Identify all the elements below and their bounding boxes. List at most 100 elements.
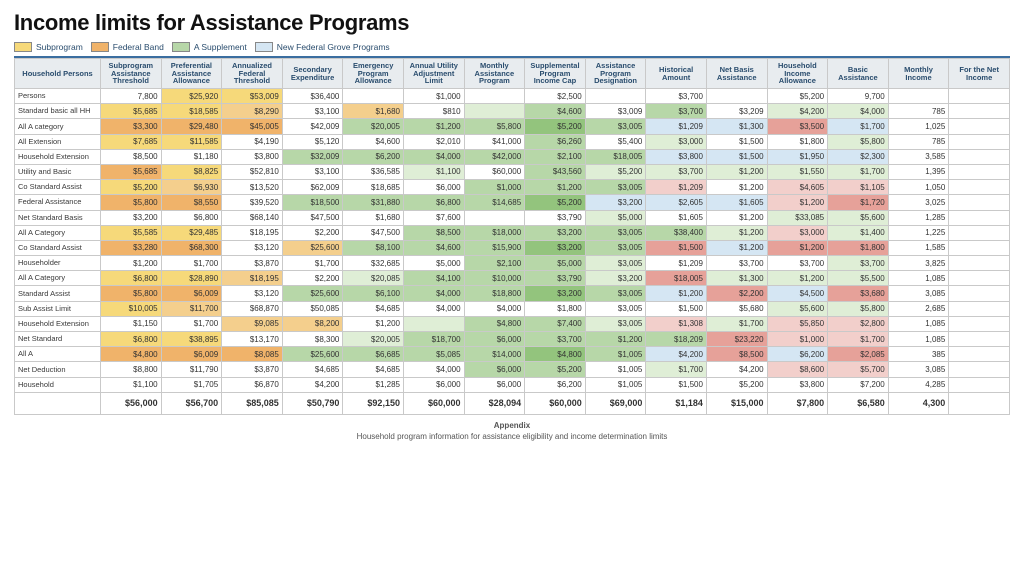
- cell: $6,000: [464, 377, 525, 392]
- cell: $6,009: [161, 347, 222, 362]
- cell: $3,005: [585, 119, 646, 134]
- col-header: Subprogram Assistance Threshold: [101, 59, 162, 89]
- total-cell: $15,000: [706, 392, 767, 414]
- cell: $3,700: [646, 89, 707, 104]
- cell: $1,200: [403, 119, 464, 134]
- cell: [888, 89, 949, 104]
- cell: $28,890: [161, 271, 222, 286]
- cell: $4,200: [646, 347, 707, 362]
- cell: $4,200: [706, 362, 767, 377]
- cell: $3,120: [222, 286, 283, 301]
- legend-swatch: [14, 42, 32, 52]
- row-label: All A: [15, 347, 101, 362]
- cell: $23,220: [706, 332, 767, 347]
- cell: $8,100: [343, 240, 404, 255]
- cell: $1,200: [525, 180, 586, 195]
- row-label: Standard Assist: [15, 286, 101, 301]
- cell: 1,085: [888, 316, 949, 331]
- cell: [464, 210, 525, 225]
- cell: $1,500: [646, 377, 707, 392]
- cell: $3,200: [525, 286, 586, 301]
- cell: $8,500: [706, 347, 767, 362]
- cell: $4,600: [403, 240, 464, 255]
- cell: $1,500: [646, 240, 707, 255]
- col-header: Preferential Assistance Allowance: [161, 59, 222, 89]
- cell: $6,260: [525, 134, 586, 149]
- cell: [949, 119, 1010, 134]
- cell: $1,200: [101, 256, 162, 271]
- table-row: Standard Assist$5,800$6,009$3,120$25,600…: [15, 286, 1010, 301]
- total-cell: $28,094: [464, 392, 525, 414]
- cell: 4,285: [888, 377, 949, 392]
- cell: $5,585: [101, 225, 162, 240]
- cell: $6,800: [101, 332, 162, 347]
- total-cell: $85,085: [222, 392, 283, 414]
- cell: $11,790: [161, 362, 222, 377]
- table-row: All A$4,800$6,009$8,085$25,600$6,685$5,0…: [15, 347, 1010, 362]
- cell: $68,140: [222, 210, 283, 225]
- cell: $3,005: [585, 240, 646, 255]
- row-label: All A category: [15, 119, 101, 134]
- col-header: Assistance Program Designation: [585, 59, 646, 89]
- legend-label: A Supplement: [194, 42, 247, 52]
- cell: $1,700: [161, 256, 222, 271]
- cell: $7,200: [828, 377, 889, 392]
- col-header: Monthly Assistance Program: [464, 59, 525, 89]
- legend-label: New Federal Grove Programs: [277, 42, 390, 52]
- cell: $6,000: [403, 180, 464, 195]
- cell: $18,195: [222, 271, 283, 286]
- cell: $6,930: [161, 180, 222, 195]
- cell: $10,005: [101, 301, 162, 316]
- cell: $18,685: [343, 180, 404, 195]
- cell: $7,685: [101, 134, 162, 149]
- cell: $60,000: [464, 164, 525, 179]
- cell: $5,500: [828, 271, 889, 286]
- cell: $5,800: [464, 119, 525, 134]
- cell: $5,200: [525, 195, 586, 210]
- cell: $1,500: [706, 149, 767, 164]
- cell: $1,005: [585, 347, 646, 362]
- cell: $1,500: [646, 301, 707, 316]
- cell: [949, 332, 1010, 347]
- cell: $47,500: [282, 210, 343, 225]
- cell: 2,685: [888, 301, 949, 316]
- cell: $1,200: [706, 180, 767, 195]
- cell: $1,000: [403, 89, 464, 104]
- cell: $3,120: [222, 240, 283, 255]
- cell: $4,190: [222, 134, 283, 149]
- row-label: Persons: [15, 89, 101, 104]
- table-row: Household$1,100$1,705$6,870$4,200$1,285$…: [15, 377, 1010, 392]
- cell: $4,000: [828, 104, 889, 119]
- cell: $25,600: [282, 347, 343, 362]
- cell: [403, 316, 464, 331]
- cell: $3,005: [585, 225, 646, 240]
- cell: $14,685: [464, 195, 525, 210]
- cell: $3,005: [585, 286, 646, 301]
- legend-label: Federal Band: [113, 42, 164, 52]
- cell: $3,500: [767, 119, 828, 134]
- cell: $3,200: [101, 210, 162, 225]
- cell: $38,895: [161, 332, 222, 347]
- cell: $6,000: [464, 362, 525, 377]
- cell: $3,005: [585, 301, 646, 316]
- row-label: All A Category: [15, 271, 101, 286]
- cell: $6,200: [767, 347, 828, 362]
- cell: [949, 104, 1010, 119]
- total-cell: $50,790: [282, 392, 343, 414]
- cell: $5,600: [767, 301, 828, 316]
- cell: $2,085: [828, 347, 889, 362]
- cell: $3,800: [767, 377, 828, 392]
- cell: $13,170: [222, 332, 283, 347]
- cell: $1,300: [706, 119, 767, 134]
- footer-caption: Appendix: [14, 421, 1010, 430]
- cell: $5,600: [828, 210, 889, 225]
- cell: $5,685: [101, 104, 162, 119]
- cell: [343, 89, 404, 104]
- cell: $39,520: [222, 195, 283, 210]
- cell: [949, 347, 1010, 362]
- cell: $1,209: [646, 119, 707, 134]
- cell: $3,700: [525, 332, 586, 347]
- cell: $1,200: [706, 164, 767, 179]
- row-label: All A Category: [15, 225, 101, 240]
- cell: 385: [888, 347, 949, 362]
